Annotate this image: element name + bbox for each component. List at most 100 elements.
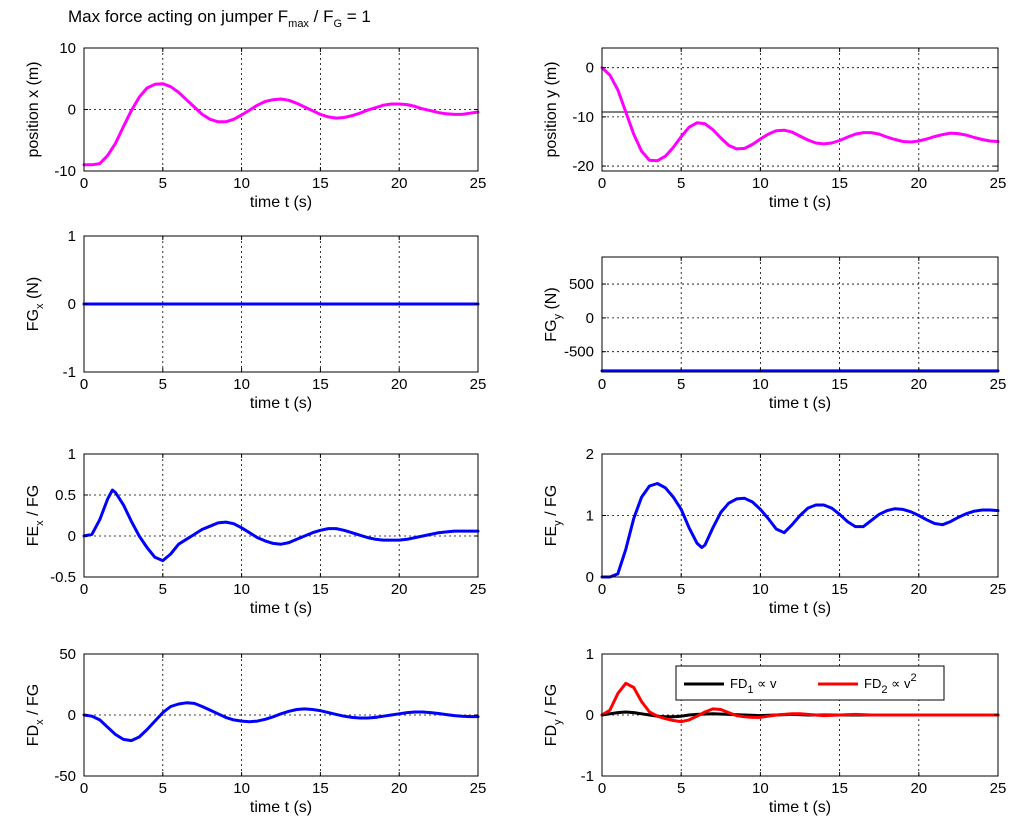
- y-axis-label: FEx / FG: [25, 485, 46, 547]
- series-line-0: [82, 82, 480, 167]
- x-tick-label: 25: [470, 175, 487, 192]
- x-tick-label: 15: [312, 376, 329, 393]
- x-tick-label: 25: [990, 581, 1007, 598]
- x-tick-label: 15: [312, 780, 329, 797]
- y-tick-label: 0.5: [55, 487, 76, 504]
- y-tick-label: 1: [586, 646, 594, 663]
- y-axis-label: FGy (N): [543, 287, 564, 341]
- x-tick-label: 20: [391, 376, 408, 393]
- x-tick-label: 15: [831, 175, 848, 192]
- y-axis-label: FGx (N): [25, 277, 46, 331]
- x-tick-label: 10: [233, 175, 250, 192]
- y-axis-label: FEy / FG: [543, 485, 564, 547]
- series-line-0: [82, 488, 480, 563]
- y-tick-label: 1: [68, 228, 76, 245]
- y-tick-label: 10: [59, 40, 76, 57]
- chart-panel-pos-y: 0 5 10 15 20 25 -20 -10 0 time t (s) position y (m…: [543, 47, 1007, 211]
- y-tick-label: 0: [586, 569, 594, 586]
- y-tick-label: 0: [586, 707, 594, 724]
- x-tick-label: 20: [391, 581, 408, 598]
- x-tick-label: 25: [470, 581, 487, 598]
- x-tick-label: 20: [910, 780, 927, 797]
- x-tick-label: 20: [391, 780, 408, 797]
- legend: FD1 ∝ v FD2 ∝ v2: [675, 665, 945, 701]
- x-tick-label: 0: [598, 376, 606, 393]
- y-axis-label: position x (m): [25, 61, 42, 157]
- plot-area: [602, 257, 998, 372]
- x-tick-label: 10: [752, 376, 769, 393]
- x-tick-label: 20: [910, 175, 927, 192]
- y-tick-label: 500: [569, 276, 594, 293]
- y-tick-label: 0: [586, 310, 594, 327]
- x-tick-label: 15: [831, 780, 848, 797]
- y-tick-label: 0: [68, 102, 76, 119]
- x-tick-label: 10: [752, 175, 769, 192]
- x-tick-label: 25: [990, 780, 1007, 797]
- x-tick-label: 5: [677, 376, 685, 393]
- x-tick-label: 5: [159, 581, 167, 598]
- x-axis-label: time t (s): [250, 194, 312, 211]
- x-tick-label: 25: [470, 780, 487, 797]
- x-tick-label: 0: [80, 376, 88, 393]
- x-tick-label: 5: [159, 376, 167, 393]
- y-tick-label: -1: [63, 364, 76, 381]
- x-tick-label: 15: [312, 175, 329, 192]
- x-tick-label: 5: [677, 581, 685, 598]
- y-tick-label: -10: [572, 109, 594, 126]
- y-tick-label: -500: [564, 344, 594, 361]
- x-tick-label: 0: [598, 780, 606, 797]
- x-tick-label: 20: [391, 175, 408, 192]
- y-axis-label: FDx / FG: [25, 684, 46, 746]
- x-axis-label: time t (s): [769, 194, 831, 211]
- legend-label: FD2 ∝ v2: [864, 672, 917, 696]
- x-tick-label: 15: [831, 581, 848, 598]
- y-tick-label: 0: [68, 528, 76, 545]
- x-tick-label: 5: [159, 780, 167, 797]
- x-tick-label: 10: [752, 581, 769, 598]
- series-line-0: [82, 701, 480, 743]
- x-axis-label: time t (s): [250, 395, 312, 412]
- x-axis-label: time t (s): [769, 600, 831, 617]
- x-tick-label: 10: [752, 780, 769, 797]
- x-axis-label: time t (s): [769, 799, 831, 816]
- x-tick-label: 10: [233, 376, 250, 393]
- x-tick-label: 0: [80, 581, 88, 598]
- axes-box: [601, 256, 999, 373]
- x-tick-label: 0: [598, 581, 606, 598]
- legend-label: FD1 ∝ v: [730, 676, 777, 696]
- y-tick-label: -0.5: [50, 569, 76, 586]
- chart-panel-fe-y: 0 5 10 15 20 25 0 1 2 time t (s) FEy / FG: [543, 446, 1006, 617]
- x-tick-label: 10: [233, 780, 250, 797]
- y-tick-label: 0: [68, 296, 76, 313]
- x-axis-label: time t (s): [250, 799, 312, 816]
- x-tick-label: 5: [677, 780, 685, 797]
- figure-title: Max force acting on jumper Fmax / FG = 1: [68, 7, 371, 30]
- x-tick-label: 20: [910, 376, 927, 393]
- x-tick-label: 25: [990, 175, 1007, 192]
- series-line-1: [600, 681, 1000, 724]
- x-tick-label: 10: [233, 581, 250, 598]
- y-tick-label: 2: [586, 446, 594, 463]
- y-tick-label: 0: [68, 707, 76, 724]
- x-tick-label: 15: [312, 581, 329, 598]
- y-tick-label: 1: [586, 508, 594, 525]
- x-axis-label: time t (s): [250, 600, 312, 617]
- y-tick-label: 50: [59, 646, 76, 663]
- y-axis-label: position y (m): [543, 61, 560, 157]
- y-tick-label: -1: [581, 768, 594, 785]
- y-tick-label: -20: [572, 158, 594, 175]
- plot-area: [84, 454, 478, 577]
- x-tick-label: 25: [470, 376, 487, 393]
- y-tick-label: 1: [68, 446, 76, 463]
- y-tick-label: -10: [54, 163, 76, 180]
- x-tick-label: 0: [598, 175, 606, 192]
- x-tick-label: 5: [677, 175, 685, 192]
- series-line-0: [600, 66, 1000, 163]
- x-axis-label: time t (s): [769, 395, 831, 412]
